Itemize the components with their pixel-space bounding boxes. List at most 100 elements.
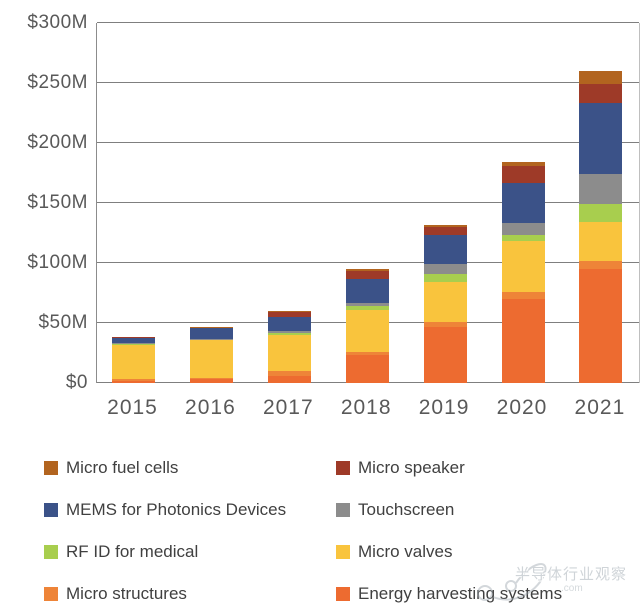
x-tick-label: 2015 — [107, 396, 158, 419]
bar-segment-2019 — [423, 235, 467, 265]
legend-item: Micro speaker — [336, 458, 465, 478]
legend-item: Micro structures — [44, 584, 187, 604]
bar-segment-2021 — [579, 204, 623, 223]
bar-segment-2016 — [189, 339, 233, 340]
y-tick-label: $50M — [38, 312, 88, 333]
legend-item: Micro fuel cells — [44, 458, 178, 478]
y-tick-label: $300M — [27, 12, 88, 33]
x-tick-label: 2018 — [340, 396, 392, 419]
bar-segment-2017 — [267, 317, 311, 332]
gridline — [97, 22, 639, 23]
legend-swatch-icon — [44, 587, 58, 601]
bar-segment-2017 — [267, 332, 311, 335]
bar-segment-2018 — [345, 278, 389, 303]
y-tick-label: $150M — [27, 192, 88, 213]
bar-segment-2017 — [267, 311, 311, 313]
bar-segment-2015 — [112, 380, 155, 383]
bar-segment-2015 — [112, 344, 155, 380]
legend-label: Energy harvesting systems — [358, 584, 563, 603]
bar-segment-2018 — [345, 271, 389, 279]
y-tick-label: $0 — [65, 372, 88, 393]
bar-segment-2018 — [345, 309, 389, 352]
bar-segment-2019 — [423, 326, 467, 383]
bar-segment-2019 — [423, 227, 467, 236]
gridline — [97, 142, 639, 143]
bar-segment-2017 — [267, 375, 311, 383]
legend-swatch-icon — [44, 503, 58, 517]
bar-segment-2019 — [423, 321, 467, 327]
y-tick-label: $100M — [27, 252, 88, 273]
bar-segment-2021 — [579, 174, 623, 205]
bar-segment-2019 — [423, 224, 467, 227]
y-tick-label: $200M — [27, 132, 88, 153]
bar-segment-2016 — [189, 379, 233, 383]
bar-segment-2015 — [112, 379, 155, 381]
bar-segment-2018 — [345, 302, 389, 307]
gridline — [97, 202, 639, 203]
bar-segment-2016 — [189, 327, 233, 339]
legend-swatch-icon — [336, 587, 350, 601]
x-tick-label: 2020 — [496, 396, 548, 419]
legend-item: Touchscreen — [336, 500, 454, 520]
legend-item: RF ID for medical — [44, 542, 198, 562]
bar-segment-2020 — [501, 299, 545, 383]
legend-label: RF ID for medical — [66, 542, 199, 561]
bar-segment-2020 — [501, 162, 545, 166]
bar-segment-2019 — [423, 273, 467, 283]
bar-segment-2018 — [345, 351, 389, 356]
y-tick-label: $250M — [27, 72, 88, 93]
bar-segment-2021 — [579, 84, 623, 104]
legend-label: Micro fuel cells — [66, 458, 179, 477]
legend-item: Micro valves — [336, 542, 452, 562]
legend-label: Micro speaker — [358, 458, 465, 477]
legend-label: Touchscreen — [358, 500, 455, 519]
bar-segment-2020 — [501, 223, 545, 236]
bar-segment-2018 — [345, 355, 389, 383]
bar-segment-2017 — [267, 312, 311, 317]
bar-segment-2018 — [345, 269, 389, 272]
bar-segment-2016 — [189, 326, 233, 328]
bar-segment-2020 — [501, 182, 545, 224]
bar-segment-2015 — [112, 343, 155, 344]
bar-segment-2019 — [423, 264, 467, 274]
bar-segment-2020 — [501, 165, 545, 183]
bar-segment-2021 — [579, 71, 623, 85]
bar-segment-2021 — [579, 269, 623, 383]
watermark-text: 半导体行业观察 — [515, 566, 628, 583]
legend-swatch-icon — [336, 461, 350, 475]
bar-segment-2017 — [267, 371, 311, 376]
legend-label: MEMS for Photonics Devices — [66, 500, 287, 519]
x-tick-label: 2017 — [262, 396, 314, 419]
bar-segment-2015 — [112, 344, 155, 345]
bar-segment-2021 — [579, 222, 623, 261]
legend-swatch-icon — [336, 545, 350, 559]
x-tick-label: 2016 — [185, 396, 236, 419]
bar-segment-2015 — [112, 337, 155, 338]
bar-segment-2019 — [423, 282, 467, 322]
bar-segment-2016 — [189, 338, 233, 340]
legend-swatch-icon — [44, 461, 58, 475]
plot-area — [96, 22, 640, 383]
legend-swatch-icon — [336, 503, 350, 517]
bar-segment-2017 — [267, 331, 311, 333]
gridline — [97, 82, 639, 83]
x-tick-label: 2021 — [574, 396, 626, 419]
bar-segment-2021 — [579, 260, 623, 269]
bar-segment-2021 — [579, 103, 623, 175]
bar-segment-2020 — [501, 241, 545, 292]
bar-segment-2015 — [112, 338, 155, 344]
bar-segment-2018 — [345, 306, 389, 310]
bar-segment-2017 — [267, 335, 311, 371]
bar-segment-2016 — [189, 339, 233, 379]
x-tick-label: 2019 — [418, 396, 470, 419]
bar-segment-2016 — [189, 378, 233, 380]
watermark-suffix: .com — [561, 583, 583, 594]
legend-item: MEMS for Photonics Devices — [44, 500, 286, 520]
bar-segment-2020 — [501, 235, 545, 242]
legend-swatch-icon — [44, 545, 58, 559]
bar-segment-2016 — [189, 327, 233, 328]
legend-label: Micro structures — [66, 584, 187, 603]
legend-label: Micro valves — [358, 542, 453, 561]
bar-segment-2020 — [501, 291, 545, 299]
